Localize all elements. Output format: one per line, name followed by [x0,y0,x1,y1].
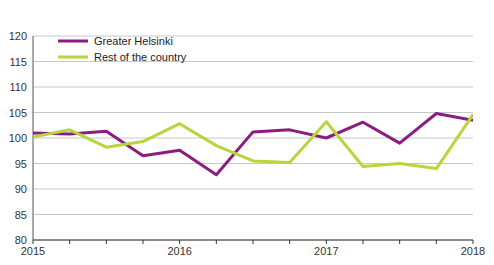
x-tick-label: 2017 [314,245,338,257]
x-tick [399,240,400,244]
y-tick-label: 85 [15,209,27,221]
y-tick-label: 110 [9,81,27,93]
chart: 808590951001051101151202015201620172018G… [0,0,494,265]
y-tick-label: 105 [9,107,27,119]
x-tick [436,240,437,244]
x-tick [69,240,70,244]
series-group [33,114,473,175]
chart-svg: 808590951001051101151202015201620172018G… [0,0,494,265]
series-line [33,115,473,169]
x-tick [363,240,364,244]
y-tick-label: 115 [9,56,27,68]
series-line [33,114,473,175]
x-tick [473,240,474,244]
x-tick [106,240,107,244]
x-tick [253,240,254,244]
legend-label: Rest of the country [94,51,187,63]
x-tick [179,240,180,244]
grid-line [33,189,473,190]
legend-label: Greater Helsinki [94,35,173,47]
x-tick-label: 2016 [167,245,191,257]
x-tick-label: 2015 [21,245,45,257]
grid-line [33,214,473,215]
y-tick-label: 90 [15,183,27,195]
legend: Greater Helsinki Rest of the country [58,35,187,63]
y-tick-label: 120 [9,30,27,42]
y-tick-label: 100 [9,132,27,144]
grid-line [33,112,473,113]
y-tick-label: 95 [15,158,27,170]
grid-line [33,87,473,88]
x-tick [326,240,327,244]
x-tick-label: 2018 [461,245,485,257]
legend-swatch [58,56,88,59]
x-tick [143,240,144,244]
x-tick [33,240,34,244]
axes: 808590951001051101151202015201620172018 [9,30,486,257]
x-tick [216,240,217,244]
legend-swatch [58,40,88,43]
x-tick [289,240,290,244]
